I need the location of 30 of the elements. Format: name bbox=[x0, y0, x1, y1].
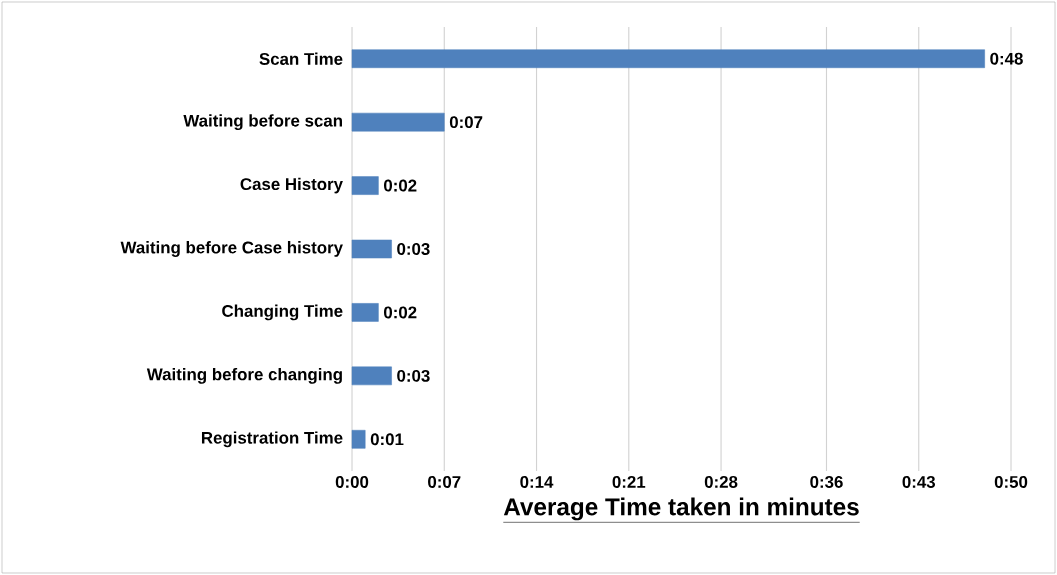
x-tick-label: 0:00 bbox=[335, 475, 369, 488]
x-tick-label: 0:21 bbox=[612, 475, 646, 488]
y-tick-label: Registration Time bbox=[201, 431, 343, 448]
data-label: 0:03 bbox=[397, 369, 430, 382]
data-label: 0:07 bbox=[449, 116, 483, 129]
x-tick-label: 0:43 bbox=[902, 475, 936, 488]
x-axis-title: Average Time taken in minutes bbox=[503, 497, 859, 521]
bar bbox=[351, 176, 379, 195]
y-tick-label: Changing Time bbox=[222, 304, 343, 321]
data-label: 0:03 bbox=[397, 243, 430, 255]
data-label: 0:48 bbox=[990, 52, 1023, 65]
bar bbox=[351, 112, 445, 132]
x-tick-label: 0:14 bbox=[520, 475, 554, 488]
data-label: 0:02 bbox=[383, 306, 417, 319]
data-label: 0:02 bbox=[383, 179, 417, 192]
x-tick-label: 0:28 bbox=[704, 475, 738, 488]
x-tick-label: 0:07 bbox=[428, 475, 461, 488]
bar bbox=[351, 303, 379, 322]
y-tick-label: Waiting before changing bbox=[146, 367, 342, 384]
y-tick-label: Case History bbox=[240, 177, 343, 194]
bar bbox=[351, 430, 366, 449]
bar bbox=[351, 239, 392, 259]
x-tick-label: 0:50 bbox=[994, 475, 1028, 488]
bar bbox=[351, 49, 985, 68]
y-tick-label: Waiting before Case history bbox=[120, 241, 343, 257]
y-tick-label: Scan Time bbox=[259, 52, 343, 65]
data-label: 0:01 bbox=[370, 433, 404, 446]
x-tick-label: 0:36 bbox=[810, 475, 843, 488]
y-tick-label: Waiting before scan bbox=[183, 114, 342, 131]
bar bbox=[351, 366, 392, 386]
